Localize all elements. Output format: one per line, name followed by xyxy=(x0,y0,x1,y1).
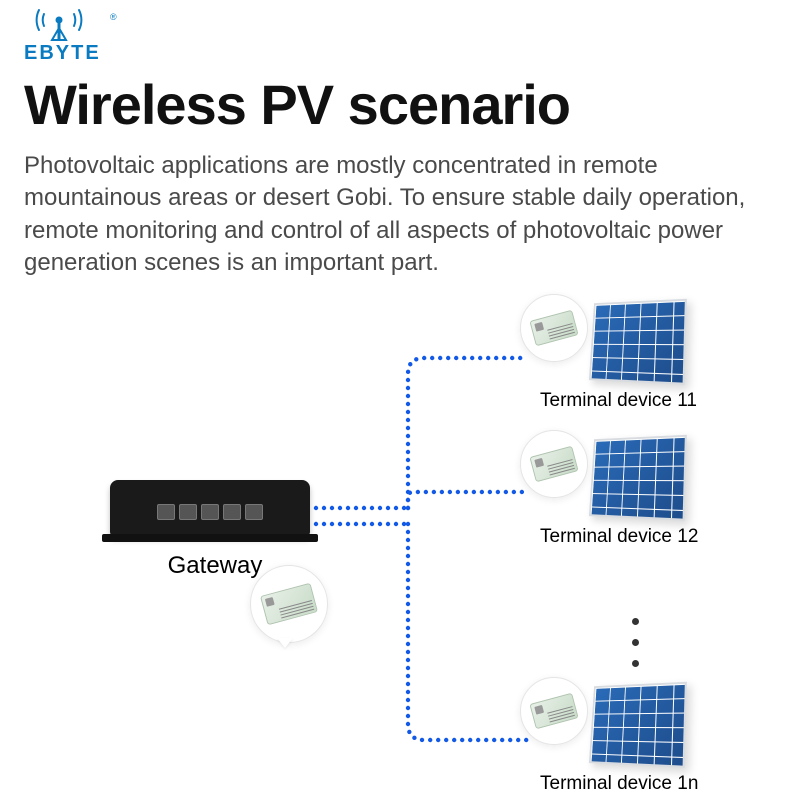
terminal-node-12: Terminal device 12 xyxy=(530,448,750,548)
terminal-label: Terminal device 1n xyxy=(540,773,750,795)
module-chip-icon xyxy=(529,310,578,347)
solar-panel-icon xyxy=(589,682,687,768)
module-chip-icon xyxy=(260,583,318,625)
antenna-icon xyxy=(24,8,94,44)
solar-panel-icon xyxy=(589,435,687,521)
terminal-module-bubble xyxy=(520,430,588,498)
gateway-node: Gateway xyxy=(110,480,320,580)
terminal-label: Terminal device 12 xyxy=(540,526,750,548)
description-text: Photovoltaic applications are mostly con… xyxy=(24,150,776,280)
ellipsis-icon xyxy=(632,618,639,667)
solar-panel-icon xyxy=(589,299,687,385)
terminal-node-11: Terminal device 11 xyxy=(530,312,750,412)
brand-logo: EBYTE ® xyxy=(24,8,101,65)
module-chip-icon xyxy=(529,446,578,483)
terminal-module-bubble xyxy=(520,294,588,362)
terminal-node-1n: Terminal device 1n xyxy=(530,695,750,795)
gateway-device-icon xyxy=(110,480,310,536)
network-diagram: Gateway Terminal device 11 Terminal devi… xyxy=(0,320,800,800)
brand-name: EBYTE xyxy=(24,42,101,65)
registered-mark: ® xyxy=(110,12,117,22)
module-chip-icon xyxy=(529,693,578,730)
terminal-label: Terminal device 11 xyxy=(540,390,750,412)
terminal-module-bubble xyxy=(520,677,588,745)
gateway-module-bubble xyxy=(250,565,328,643)
page-title: Wireless PV scenario xyxy=(24,72,570,137)
